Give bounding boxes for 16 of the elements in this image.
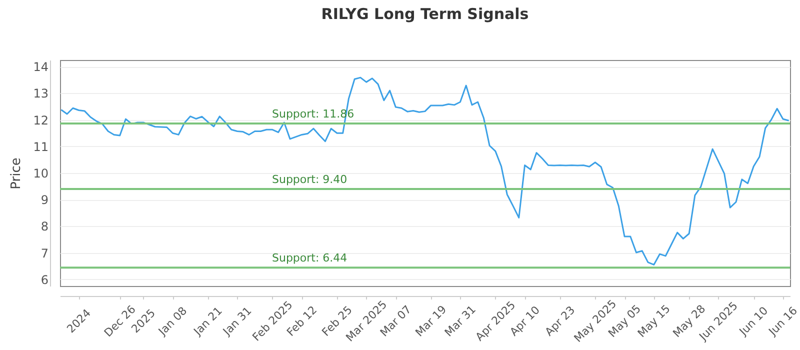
y-axis-title: Price <box>9 158 24 190</box>
y-tick-label: 13 <box>33 86 48 101</box>
x-tick-label: Jan 08 <box>155 304 190 339</box>
y-tick-label: 14 <box>33 60 48 74</box>
ref-line-label: Support: 6.44 <box>272 252 348 265</box>
y-tick-label: 9 <box>40 193 48 208</box>
x-tick-label: Jun 16 <box>766 304 800 339</box>
y-tick-label: 8 <box>40 220 48 234</box>
ref-line-label: Support: 9.40 <box>272 172 348 186</box>
chart-title: RILYG Long Term Signals <box>321 5 529 23</box>
y-tick-label: 12 <box>33 113 48 128</box>
y-tick-label: 6 <box>40 272 48 287</box>
y-tick-label: 11 <box>33 140 48 154</box>
line-series <box>60 76 790 266</box>
y-tick-label: 7 <box>40 246 48 260</box>
y-tick-label: 10 <box>33 166 48 180</box>
